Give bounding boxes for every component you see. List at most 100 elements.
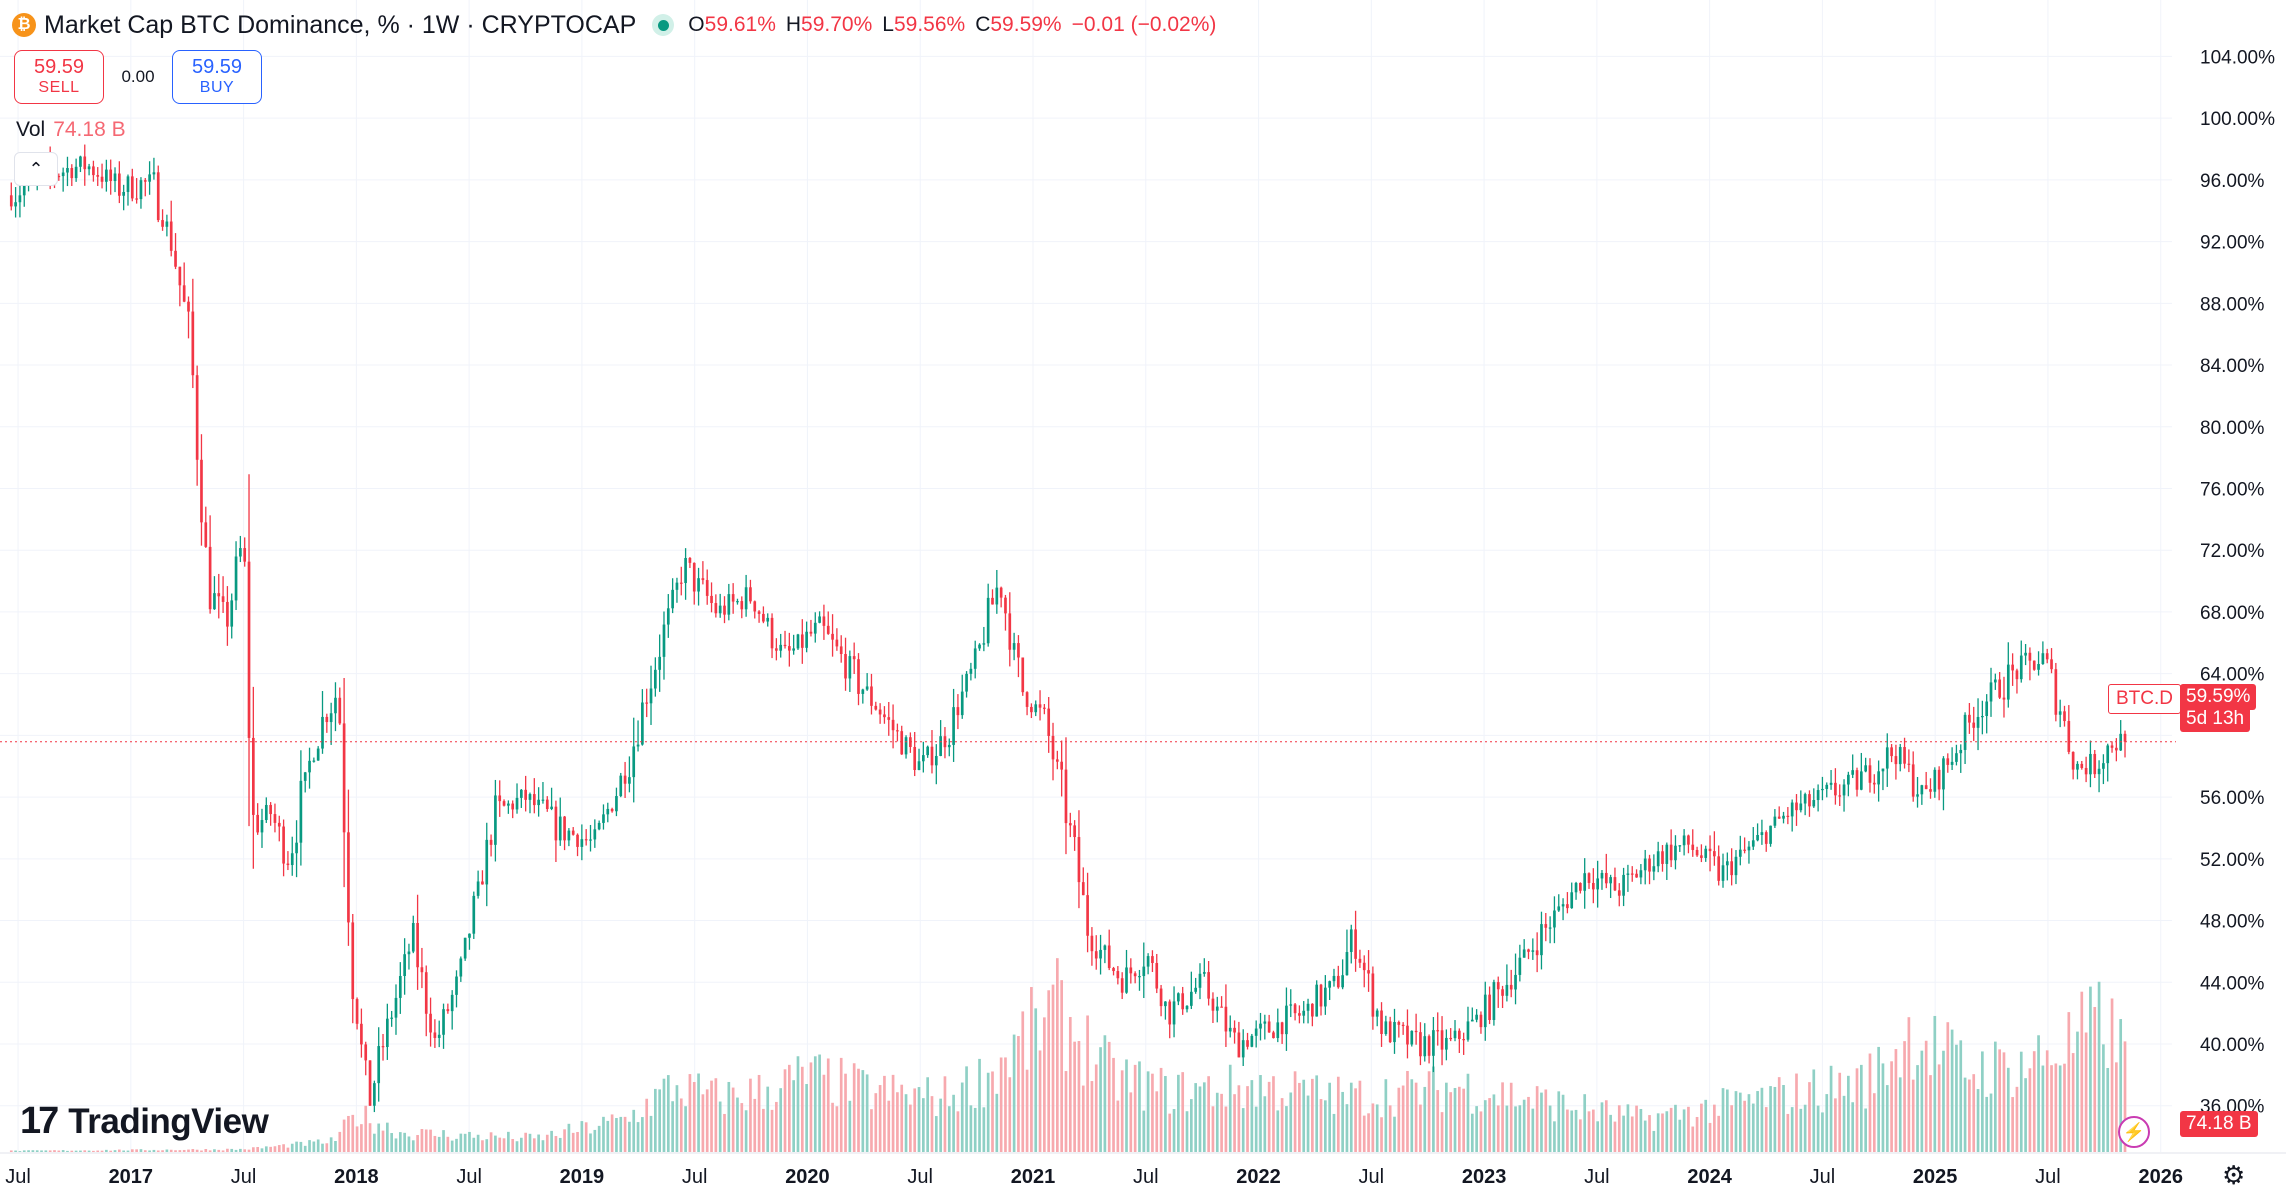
volume-bar: [1730, 1105, 1733, 1152]
candle-body: [1786, 815, 1790, 817]
candle-body: [2067, 721, 2071, 752]
volume-bar: [1700, 1103, 1703, 1152]
candle-body: [61, 172, 65, 177]
volume-bar: [1030, 987, 1033, 1152]
candle-body: [1924, 785, 1928, 790]
candle-body: [900, 731, 904, 755]
volume-bar: [1293, 1071, 1297, 1152]
buy-button[interactable]: 59.59 BUY: [172, 50, 262, 104]
symbol-title[interactable]: Market Cap BTC Dominance, % · 1W · CRYPT…: [44, 10, 637, 39]
candle-body: [956, 707, 960, 716]
candle-body: [1881, 768, 1885, 772]
volume-bar: [407, 1136, 411, 1152]
y-tick-label: 40.00%: [2200, 1035, 2265, 1056]
volume-bar: [178, 1150, 182, 1152]
candle-body: [1717, 856, 1721, 881]
candle-body: [1687, 835, 1690, 845]
volume-bar: [550, 1130, 553, 1152]
candle-body: [1384, 1021, 1388, 1034]
volume-bar: [1764, 1107, 1768, 1152]
trade-panel: 59.59 SELL 0.00 59.59 BUY: [14, 50, 262, 104]
candle-body: [641, 702, 644, 745]
volume-bar: [1635, 1105, 1638, 1152]
candle-body: [252, 737, 255, 815]
candle-body: [1492, 982, 1496, 1020]
candle-body: [92, 166, 95, 176]
volume-bar: [831, 1102, 834, 1152]
volume-bar: [96, 1150, 100, 1152]
candle-body: [796, 634, 800, 649]
candle-body: [455, 976, 458, 995]
volume-bar: [952, 1094, 955, 1152]
volume-bar: [870, 1109, 873, 1152]
volume-bar: [1773, 1086, 1777, 1152]
gear-icon[interactable]: ⚙: [2222, 1160, 2246, 1190]
candle-body: [558, 816, 562, 841]
candle-body: [1406, 1025, 1409, 1045]
candle-body: [519, 789, 523, 798]
candle-body: [239, 548, 242, 557]
x-tick-label: 2020: [785, 1166, 830, 1188]
candle-body: [118, 173, 121, 196]
candle-body: [727, 594, 731, 615]
candle-body: [1043, 707, 1046, 709]
candle-body: [921, 755, 925, 762]
candle-body: [1903, 747, 1906, 764]
volume-bar: [1289, 1092, 1293, 1152]
volume-bar: [545, 1134, 549, 1152]
volume-bar: [1661, 1113, 1664, 1152]
candle-body: [347, 832, 350, 923]
candle-body: [316, 748, 320, 761]
candle-body: [1885, 747, 1889, 769]
volume-bar: [1081, 1085, 1085, 1152]
volume-bar: [1414, 1082, 1418, 1152]
chevron-up-icon[interactable]: ⌃: [14, 152, 58, 186]
volume-bar: [593, 1129, 597, 1152]
volume-bar: [753, 1098, 757, 1152]
volume-bar: [1462, 1088, 1465, 1152]
candle-body: [1747, 846, 1751, 851]
lightning-icon[interactable]: ⚡: [2118, 1116, 2150, 1148]
volume-bar: [66, 1150, 69, 1152]
candle-body: [463, 937, 467, 959]
volume-bar: [1937, 1064, 1941, 1152]
volume-bar: [135, 1149, 138, 1152]
candle-body: [749, 587, 752, 602]
candle-body: [887, 717, 891, 720]
volume-bar: [1332, 1113, 1336, 1152]
volume-bar: [1665, 1111, 1669, 1152]
volume-bar: [844, 1073, 847, 1152]
volume-bar: [736, 1097, 739, 1152]
candle-body: [883, 714, 886, 718]
tradingview-logo[interactable]: 17 TradingView: [20, 1100, 269, 1143]
candle-body: [308, 760, 311, 773]
candle-body: [1017, 643, 1020, 658]
candle-body: [775, 648, 778, 651]
volume-bar: [865, 1074, 869, 1152]
candle-body: [1916, 794, 1919, 797]
volume-bar: [446, 1136, 450, 1152]
volume-bar: [662, 1078, 666, 1152]
sell-button[interactable]: 59.59 SELL: [14, 50, 104, 104]
volume-bar: [1678, 1119, 1682, 1152]
volume-label: Vol: [16, 118, 46, 141]
volume-legend[interactable]: Vol 74.18 B: [16, 118, 126, 142]
volume-bar: [731, 1087, 735, 1152]
volume-bar: [1155, 1091, 1159, 1152]
candle-body: [593, 829, 597, 840]
volume-bar: [264, 1146, 268, 1152]
candle-body: [1436, 1030, 1440, 1032]
volume-bar: [982, 1107, 986, 1152]
candle-body: [766, 617, 770, 622]
x-tick-label: Jul: [1359, 1166, 1385, 1188]
volume-bar: [909, 1104, 912, 1152]
candle-body: [161, 220, 164, 227]
volume-bar: [1354, 1088, 1357, 1152]
volume-bar: [1168, 1113, 1172, 1152]
candle-body: [1868, 765, 1872, 783]
market-status-icon[interactable]: [652, 14, 675, 36]
candle-body: [1643, 858, 1647, 871]
volume-bar: [822, 1074, 826, 1152]
candle-body: [1211, 998, 1215, 1011]
